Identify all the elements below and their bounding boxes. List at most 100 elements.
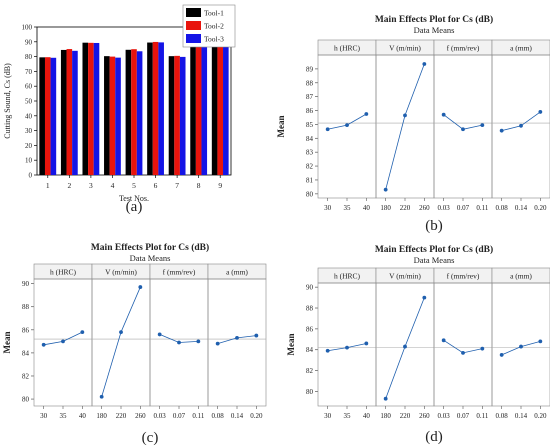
y-tick-label: 82: [306, 163, 314, 171]
x-tick-label: 220: [400, 204, 411, 212]
bar-tool-2: [195, 46, 202, 175]
y-tick-label: 86: [306, 107, 314, 115]
x-tick-label: 220: [400, 412, 411, 420]
x-tick-label: 0.07: [457, 204, 470, 212]
y-tick-label: 88: [306, 79, 314, 87]
y-axis-label: Cutting Sound, Cs (dB): [3, 63, 12, 139]
caption: (d): [425, 429, 443, 445]
y-tick-label: 84: [22, 349, 30, 357]
panel-header-label: f (mm/rev): [447, 272, 480, 281]
panel-header-label: h (HRC): [334, 44, 361, 53]
mean-point: [138, 285, 143, 289]
panel-header-label: h (HRC): [50, 268, 77, 277]
mean-point: [61, 339, 65, 344]
bar-tool-2: [174, 55, 180, 175]
x-tick-label: 1: [46, 181, 50, 190]
x-tick-label: 8: [197, 181, 201, 190]
y-axis-label: Mean: [276, 116, 286, 138]
caption: (b): [425, 218, 443, 234]
y-tick-label: 100: [22, 24, 33, 32]
y-tick-label: 80: [25, 53, 33, 61]
y-tick-label: 60: [25, 83, 33, 91]
y-tick-label: 88: [22, 303, 30, 311]
x-tick-label: 7: [175, 181, 179, 190]
bar-tool-2: [66, 49, 73, 175]
x-tick-label: 6: [154, 181, 158, 190]
y-tick-label: 86: [306, 325, 314, 333]
bar-tool-2: [88, 42, 94, 175]
y-tick-label: 85: [306, 121, 314, 129]
x-tick-label: 2: [67, 181, 71, 190]
chart-a-cutting-sound-bars: 0 10 20 30 40 50 60 70 80 90 100 1 2 3 4 5 6 7 8 9 Test Nos.…: [3, 4, 236, 215]
x-tick-label: 0.03: [438, 412, 451, 420]
mean-point: [461, 127, 465, 132]
panel-frame: [375, 282, 435, 407]
bar-tool-1: [82, 42, 89, 175]
mean-point: [499, 353, 504, 357]
bar-tool-1: [190, 45, 196, 175]
x-tick-label: 40: [363, 204, 371, 212]
bar-tool-3: [93, 42, 100, 175]
y-tick-label: 90: [22, 280, 30, 288]
mean-point: [345, 345, 349, 350]
panel-header-label: a (mm): [510, 44, 532, 53]
mean-point: [41, 342, 46, 347]
effect-line: [443, 114, 483, 130]
bar-tool-3: [50, 57, 57, 176]
legend-label-tool-1: Tool-1: [204, 9, 224, 18]
x-tick-label: 5: [132, 181, 136, 190]
chart-c-main-effects: Main Effects Plot for Cs (dB)Data Means M…: [2, 242, 267, 446]
y-tick-label: 40: [25, 112, 33, 120]
mean-point: [403, 344, 407, 349]
chart-title: Main Effects Plot for Cs (dB): [91, 242, 209, 253]
mean-point: [364, 112, 369, 116]
bar-tool-3: [201, 47, 208, 175]
y-tick-label: 70: [25, 68, 33, 76]
y-tick-label: 20: [25, 142, 33, 150]
panel-frame: [491, 282, 550, 407]
y-axis-label: Mean: [2, 332, 12, 354]
x-tick-label: 35: [60, 412, 68, 420]
chart-subtitle: Data Means: [414, 25, 455, 35]
panel-frame: [375, 54, 435, 199]
x-tick-label: 0.14: [515, 412, 528, 420]
y-tick-label: 0: [29, 172, 33, 180]
mean-point: [325, 348, 330, 353]
panel-header-label: h (HRC): [334, 272, 361, 281]
x-tick-label: 9: [218, 181, 222, 190]
mean-point: [157, 332, 162, 337]
mean-point: [499, 128, 504, 133]
chart-b-main-effects: Main Effects Plot for Cs (dB)Data Means M…: [276, 14, 550, 234]
y-tick-label: 82: [22, 372, 30, 380]
x-tick-label: 40: [79, 412, 87, 420]
x-tick-label: 180: [380, 204, 391, 212]
bar-tool-1: [125, 49, 132, 175]
mean-point: [196, 339, 201, 344]
y-tick-label: 88: [306, 305, 314, 313]
x-tick-label: 0.08: [496, 412, 509, 420]
x-tick-label: 35: [344, 412, 352, 420]
bar-tool-1: [60, 49, 67, 175]
mean-point: [119, 330, 123, 335]
chart-title: Main Effects Plot for Cs (dB): [375, 14, 493, 25]
bar-tool-2: [152, 41, 159, 176]
x-tick-label: 0.03: [438, 204, 451, 212]
y-tick-label: 80: [306, 388, 314, 396]
y-tick-label: 80: [22, 396, 30, 404]
panel-header-label: V (m/min): [389, 272, 421, 281]
y-tick-label: 90: [25, 38, 33, 46]
mean-point: [422, 295, 427, 300]
bar-tool-2: [44, 57, 51, 175]
mean-point: [480, 123, 485, 128]
mean-point: [422, 62, 427, 66]
x-tick-label: 0.11: [476, 204, 488, 212]
effect-line: [385, 63, 425, 190]
y-axis-label: Mean: [286, 334, 296, 356]
bar-tool-2: [131, 49, 137, 176]
panel-header-label: V (m/min): [389, 44, 421, 53]
y-tick-label: 84: [306, 135, 314, 143]
y-tick-label: 82: [306, 367, 314, 375]
mean-point: [345, 123, 349, 128]
x-tick-label: 180: [96, 412, 107, 420]
